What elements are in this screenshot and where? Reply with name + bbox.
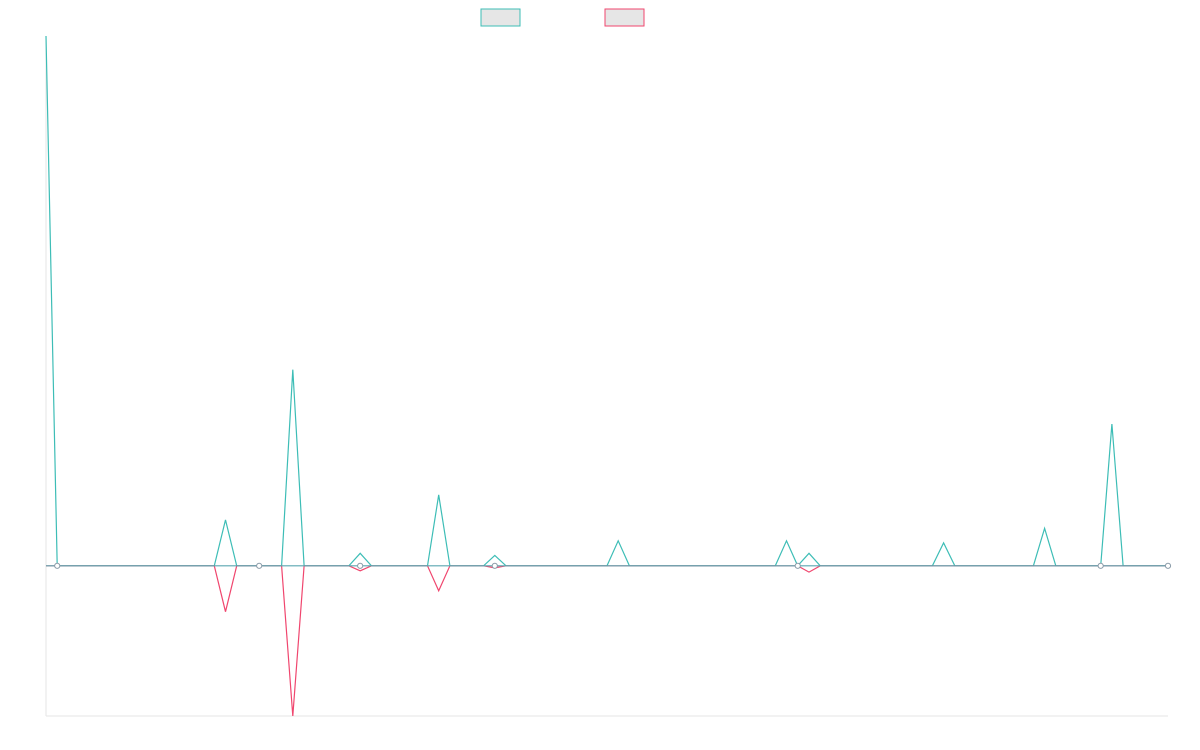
legend: [480, 8, 645, 27]
point-marker-7: [1164, 562, 1172, 569]
point-marker-1: [54, 562, 61, 569]
point-marker-4: [491, 562, 498, 569]
legend-swatch-2: [604, 8, 645, 27]
point-marker-6: [1097, 562, 1104, 569]
point-marker-5: [794, 562, 801, 569]
point-marker-3: [357, 562, 364, 569]
series-lines: [45, 35, 1168, 717]
axes: [45, 36, 1168, 717]
point-markers: [54, 562, 1172, 569]
point-marker-2: [256, 562, 263, 569]
series-line-1: [45, 35, 1168, 567]
series-line-2: [46, 565, 1168, 717]
legend-swatch-1: [480, 8, 521, 27]
